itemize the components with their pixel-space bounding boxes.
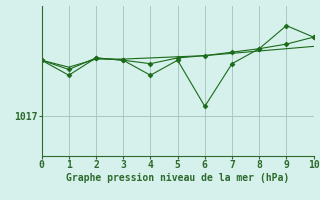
- X-axis label: Graphe pression niveau de la mer (hPa): Graphe pression niveau de la mer (hPa): [66, 173, 289, 183]
